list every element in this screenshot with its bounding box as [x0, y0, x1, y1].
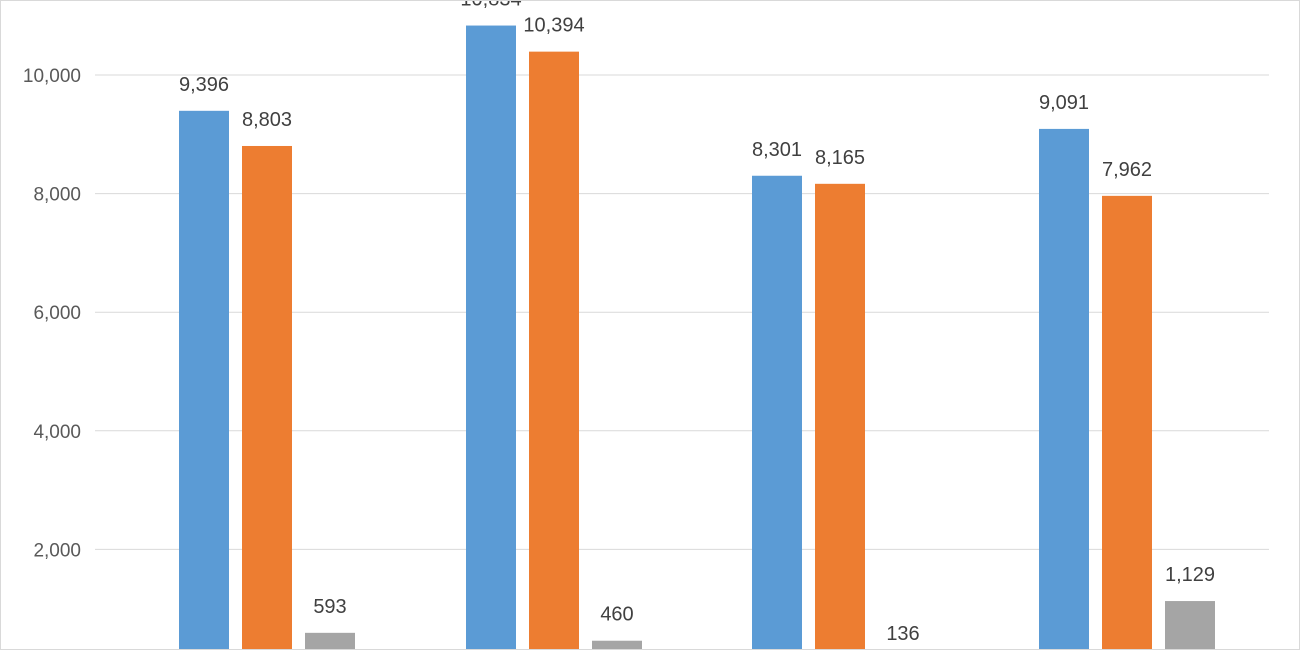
y-tick-label: 2,000 [33, 540, 81, 561]
data-label: 460 [600, 604, 633, 626]
data-label: 8,301 [752, 139, 802, 161]
y-axis-ticks: 2,000 4,000 6,000 8,000 10,000 [23, 66, 81, 561]
data-label: 10,834 [460, 1, 521, 11]
bar [179, 110, 229, 649]
bar [815, 183, 865, 649]
y-tick-label: 8,000 [33, 185, 81, 206]
bar [529, 51, 579, 649]
bar [1039, 128, 1089, 649]
bar [752, 175, 802, 649]
data-label: 7,962 [1102, 159, 1152, 181]
y-tick-label: 4,000 [33, 422, 81, 443]
bar [592, 640, 642, 649]
data-label: 8,803 [242, 109, 292, 131]
data-labels: 9,396 10,834 8,301 9,091 8,803 10,394 8,165 7,9… [179, 1, 1215, 645]
data-label: 136 [886, 623, 919, 645]
y-tick-label: 10,000 [23, 66, 81, 87]
bar [242, 145, 292, 649]
bar [1165, 601, 1215, 649]
data-label: 9,091 [1039, 92, 1089, 114]
bar [1102, 195, 1152, 649]
bar [466, 25, 516, 649]
data-label: 1,129 [1165, 564, 1215, 586]
data-label: 8,165 [815, 147, 865, 169]
data-label: 9,396 [179, 74, 229, 96]
data-label: 593 [313, 596, 346, 618]
bars [179, 25, 1215, 649]
y-tick-label: 6,000 [33, 303, 81, 324]
data-label: 10,394 [523, 15, 584, 37]
bar [305, 632, 355, 649]
